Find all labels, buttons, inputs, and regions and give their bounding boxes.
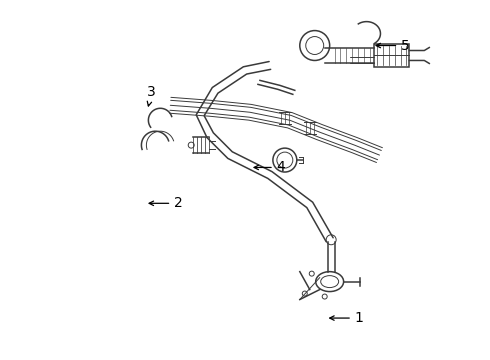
Text: 4: 4 [254, 161, 286, 175]
Text: 5: 5 [376, 39, 410, 53]
Text: 1: 1 [330, 311, 364, 325]
Text: 3: 3 [147, 85, 156, 106]
Text: 2: 2 [149, 196, 183, 210]
